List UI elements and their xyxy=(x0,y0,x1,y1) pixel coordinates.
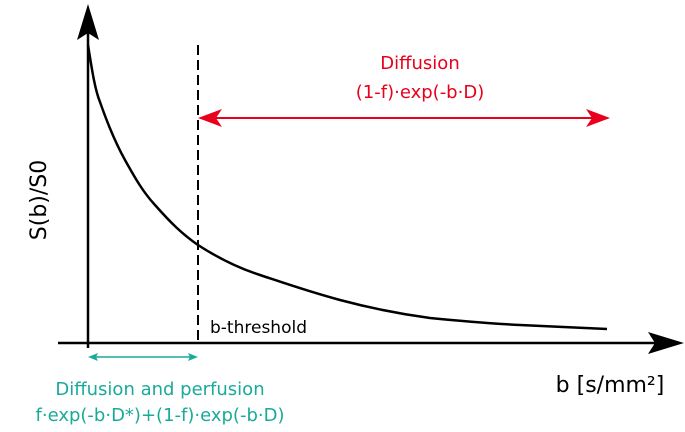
arrowhead xyxy=(188,353,198,361)
arrowhead xyxy=(88,353,98,361)
x-arrowhead xyxy=(648,332,684,354)
signal-curve xyxy=(86,44,608,331)
perfusion-formula: f·exp(-b·D*)+(1-f)·exp(-b·D) xyxy=(36,405,285,426)
y-arrowhead xyxy=(77,4,99,40)
x-axis-label: b [s/mm²] xyxy=(556,373,665,398)
y-axis-label: S(b)/S0 xyxy=(27,160,52,240)
arrowhead xyxy=(586,109,610,127)
diffusion-title: Diffusion xyxy=(380,53,459,74)
diffusion-formula: (1-f)·exp(-b·D) xyxy=(356,82,484,103)
arrowhead xyxy=(198,109,222,127)
threshold-label: b-threshold xyxy=(210,318,307,338)
perfusion-title: Diffusion and perfusion xyxy=(55,379,264,400)
